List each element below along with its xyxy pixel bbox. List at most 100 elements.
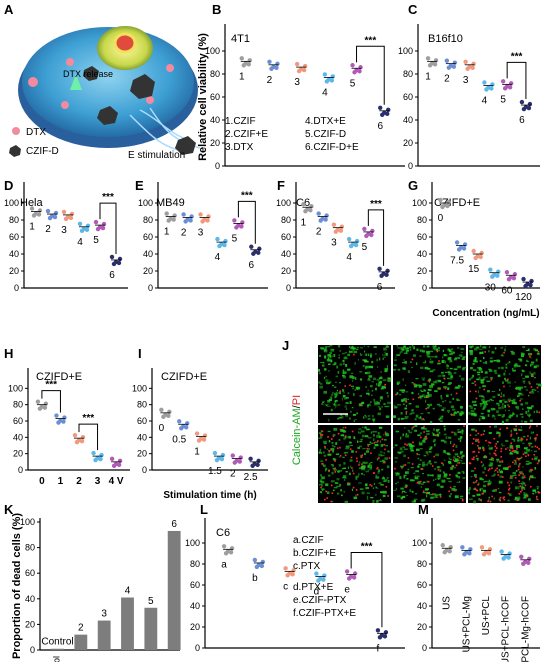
live-cell	[343, 478, 346, 482]
data-point	[521, 276, 526, 282]
dead-cell	[482, 449, 485, 452]
data-point	[196, 438, 202, 443]
live-cell	[394, 444, 398, 447]
dead-cell	[412, 426, 415, 428]
live-cell	[351, 407, 354, 409]
live-cell	[328, 418, 330, 422]
live-cell	[441, 360, 445, 364]
data-point	[172, 213, 177, 218]
y-tick-label: 80	[417, 559, 427, 569]
dead-cell	[518, 465, 520, 468]
live-cell	[356, 412, 358, 415]
live-cell	[477, 373, 480, 376]
live-cell	[403, 475, 406, 479]
chart-title: Hela	[20, 197, 44, 209]
live-cell	[513, 462, 517, 465]
y-tick-label: 0	[286, 283, 291, 293]
live-cell	[488, 444, 490, 447]
dead-cell	[477, 432, 480, 435]
y-tick-label: 60	[417, 580, 427, 590]
live-cell	[487, 414, 490, 417]
live-cell	[427, 474, 430, 477]
live-cell	[517, 436, 520, 439]
live-cell	[433, 434, 436, 437]
data-point	[382, 634, 388, 639]
live-cell	[386, 477, 389, 479]
data-point	[490, 82, 495, 87]
live-cell	[360, 347, 363, 349]
significance-bracket	[356, 45, 385, 105]
live-cell	[369, 353, 373, 356]
live-cell	[364, 414, 366, 417]
live-cell	[454, 495, 459, 499]
live-cell	[474, 360, 478, 363]
live-cell	[409, 479, 414, 482]
category-label: 2	[181, 227, 187, 238]
live-cell	[473, 404, 478, 407]
category-label: 6	[109, 270, 115, 281]
data-point	[500, 79, 506, 84]
live-cell	[417, 392, 420, 395]
live-cell	[420, 442, 422, 445]
y-tick-label: 40	[403, 115, 413, 125]
live-cell	[325, 483, 329, 487]
live-cell	[342, 369, 345, 373]
live-cell	[426, 367, 430, 370]
dead-cell	[538, 411, 540, 414]
dead-cell	[321, 463, 323, 465]
chart-title: CZIFD+E	[161, 371, 207, 383]
live-cell	[476, 457, 479, 461]
live-cell	[319, 479, 323, 483]
dead-cell	[477, 483, 479, 486]
live-cell	[520, 438, 523, 442]
live-cell	[515, 386, 520, 390]
live-cell	[504, 377, 506, 380]
live-cell	[414, 418, 417, 421]
dead-cell	[395, 393, 397, 396]
dead-cell	[538, 448, 540, 450]
live-cell	[447, 365, 449, 368]
live-cell	[462, 367, 465, 371]
live-cell	[416, 384, 421, 386]
live-cell	[522, 408, 524, 410]
live-cell	[334, 458, 337, 461]
live-cell	[335, 392, 338, 394]
live-cell	[460, 351, 463, 353]
live-cell	[480, 379, 485, 381]
live-cell	[426, 491, 430, 495]
live-cell	[336, 365, 339, 369]
live-cell	[403, 448, 408, 450]
live-cell	[526, 447, 528, 449]
dead-cell	[452, 459, 455, 461]
live-cell	[472, 363, 475, 365]
live-cell	[376, 379, 380, 381]
live-cell	[378, 482, 382, 484]
live-cell	[373, 434, 375, 437]
live-cell	[365, 470, 368, 473]
dead-cell	[455, 464, 458, 467]
dead-cell	[530, 386, 533, 388]
dead-cell	[515, 425, 517, 427]
category-label: 2	[230, 469, 236, 480]
data-point	[257, 246, 262, 251]
live-cell	[402, 362, 405, 364]
live-cell	[419, 459, 422, 461]
live-cell	[393, 489, 396, 492]
dead-cell	[507, 488, 510, 491]
live-cell	[331, 500, 334, 503]
category-label: 1	[425, 71, 431, 82]
bar	[167, 530, 181, 650]
live-cell	[488, 345, 491, 349]
live-cell	[518, 393, 523, 396]
live-cell	[360, 378, 363, 381]
y-tick-label: 20	[417, 266, 427, 276]
live-cell	[366, 371, 371, 375]
dead-cell	[480, 434, 483, 436]
live-cell	[345, 445, 350, 448]
live-cell	[513, 428, 518, 432]
category-label: 60	[501, 285, 513, 296]
live-cell	[366, 492, 370, 495]
live-cell	[422, 379, 425, 381]
live-cell	[434, 355, 438, 358]
